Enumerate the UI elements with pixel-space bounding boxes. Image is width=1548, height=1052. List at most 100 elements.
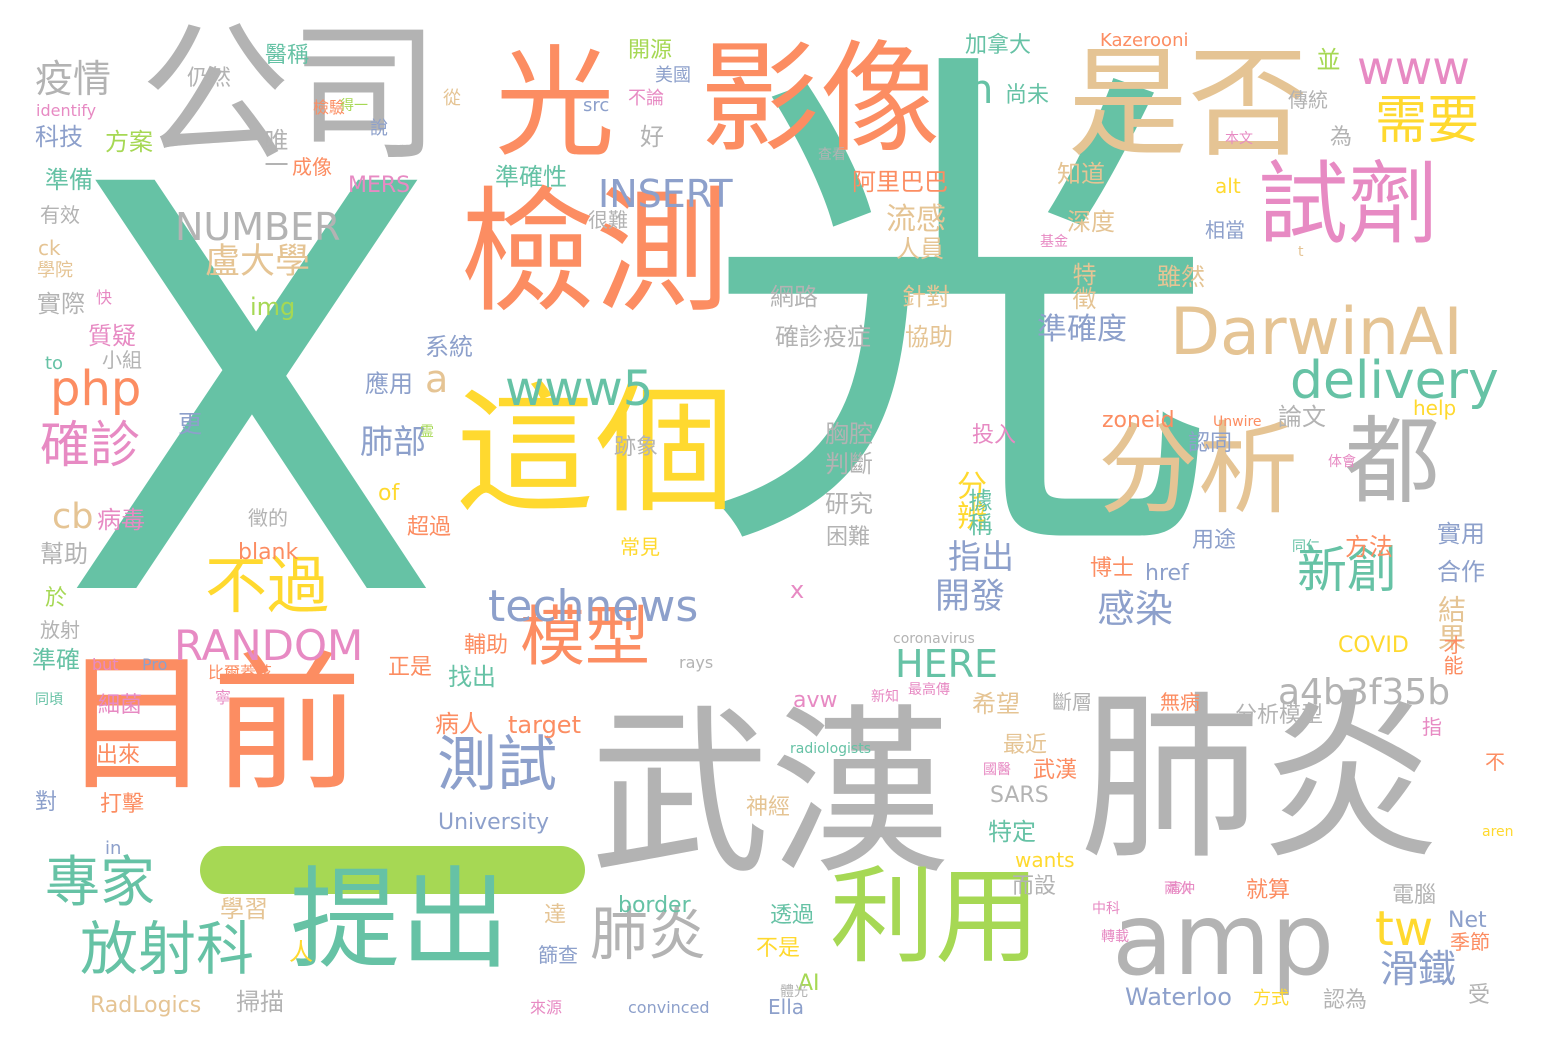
word-78: 傳統	[1288, 88, 1328, 112]
word-177: 成像	[292, 155, 332, 179]
word-81: 美國	[655, 65, 691, 86]
word-11: 提出	[290, 856, 510, 984]
word-167: 出來	[96, 743, 141, 768]
word-32: cb	[52, 497, 94, 537]
word-116: 博士	[1090, 556, 1135, 581]
word-140: 季節	[1450, 930, 1490, 954]
word-89: 實際	[37, 290, 85, 318]
word-91: 有效	[40, 203, 80, 227]
word-172: but	[92, 655, 119, 674]
word-115: 用途	[1192, 528, 1237, 553]
word-65: 系統	[425, 333, 473, 361]
word-95: 更	[178, 410, 202, 438]
word-98: 於	[45, 586, 68, 611]
word-120: 無病	[1160, 690, 1200, 714]
word-88: 質疑	[88, 322, 136, 350]
word-188: 來源	[530, 998, 563, 1017]
word-21: www5	[505, 361, 654, 417]
word-134: 不是	[756, 936, 801, 961]
word-198: 得一	[340, 98, 368, 114]
word-34: a4b3f35b	[1278, 672, 1451, 713]
word-14: 分析	[1098, 411, 1298, 528]
word-6: 影像	[700, 30, 940, 169]
word-189: aren	[1482, 824, 1514, 840]
word-176: 說	[370, 118, 388, 139]
word-107: 據稱	[964, 488, 992, 536]
word-94: 小組	[102, 348, 142, 372]
word-71: 深度	[1067, 208, 1115, 236]
word-159: 輔助	[464, 633, 509, 658]
word-165: radiologists	[790, 741, 871, 757]
word-169: 對	[35, 790, 58, 815]
word-137: 就算	[1246, 878, 1291, 903]
word-112: 方法	[1345, 533, 1393, 561]
word-168: 打擊	[100, 792, 145, 817]
word-1: 光	[700, 12, 1220, 618]
word-17: DarwinAI	[1170, 295, 1463, 370]
word-0: X	[60, 69, 444, 721]
word-9: 檢測	[460, 174, 730, 331]
word-197: 基金	[1040, 234, 1068, 250]
word-54: 準確性	[495, 163, 567, 191]
word-12: 利用	[830, 856, 1041, 978]
word-122: 分析模型	[1235, 703, 1324, 728]
word-37: 盧大學	[205, 242, 311, 282]
word-130: wants	[1015, 848, 1075, 872]
word-73: 知道	[1057, 160, 1105, 188]
word-85: alt	[1215, 174, 1241, 198]
word-29: 專家	[45, 850, 156, 914]
word-48: 分辨	[951, 470, 986, 530]
word-128: SARS	[990, 783, 1049, 808]
word-155: of	[378, 481, 400, 506]
word-47: 指出	[948, 537, 1014, 576]
word-119: 才能	[1440, 635, 1464, 675]
word-131: 而設	[1012, 874, 1057, 899]
word-72: 特徵	[1068, 262, 1096, 310]
word-110: zoneid	[1102, 408, 1175, 433]
word-90: 學院	[37, 260, 73, 281]
word-62: 仍然	[187, 66, 232, 91]
word-186: 轉載	[1101, 929, 1129, 945]
word-138: 電腦	[1392, 883, 1437, 908]
word-97: 幫助	[40, 540, 88, 568]
word-46: 準確度	[1037, 312, 1127, 347]
word-117: href	[1145, 561, 1189, 586]
word-58: 開源	[628, 38, 673, 63]
word-33: 新創	[1297, 541, 1397, 599]
word-156: 病人	[435, 710, 483, 738]
word-67: 確診疫症	[775, 323, 871, 351]
word-50: 流感	[886, 202, 946, 237]
word-157: target	[508, 711, 581, 739]
word-196: 體光	[780, 984, 808, 1000]
word-144: 學習	[220, 895, 268, 923]
word-142: 受	[1468, 983, 1491, 1008]
word-15: 都	[1345, 407, 1441, 517]
word-10: 目前	[62, 638, 363, 812]
word-181: 檢驗	[313, 98, 346, 117]
word-49: 肺部	[360, 422, 426, 461]
word-8: 這個	[455, 370, 736, 533]
word-44: 開發	[935, 577, 1006, 617]
word-92: ck	[38, 236, 61, 260]
word-30: 確診	[40, 416, 140, 474]
word-199: 霊	[420, 424, 434, 440]
word-179: 很難	[588, 208, 628, 232]
word-79: 為	[1330, 125, 1353, 150]
word-149: RadLogics	[90, 993, 202, 1018]
word-68: 協助	[905, 323, 953, 351]
word-171: 人	[289, 938, 313, 966]
word-152: 超過	[407, 515, 452, 540]
word-125: 希望	[972, 690, 1020, 718]
word-36: NUMBER	[175, 205, 341, 249]
word-84: 好	[640, 123, 664, 151]
word-5: 光	[495, 35, 615, 174]
word-96: 病毒	[97, 506, 145, 534]
word-41: a	[425, 357, 449, 401]
word-87: img	[250, 293, 296, 321]
word-151: blank	[238, 540, 299, 565]
word-23: technews	[488, 581, 699, 632]
word-100: 準確	[32, 646, 80, 674]
word-22: 模型	[520, 600, 651, 675]
word-26: 測試	[437, 730, 557, 800]
